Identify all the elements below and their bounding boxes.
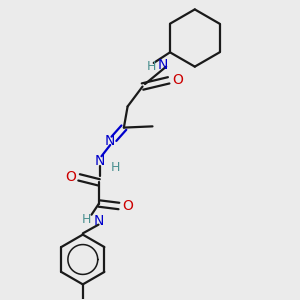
Text: N: N xyxy=(93,214,104,228)
Text: O: O xyxy=(122,199,133,213)
Text: O: O xyxy=(65,170,76,184)
Text: N: N xyxy=(95,154,105,168)
Text: O: O xyxy=(173,73,184,87)
Text: H: H xyxy=(147,60,156,73)
Text: N: N xyxy=(105,134,116,148)
Text: H: H xyxy=(82,213,91,226)
Text: H: H xyxy=(110,161,120,174)
Text: N: N xyxy=(157,58,168,72)
